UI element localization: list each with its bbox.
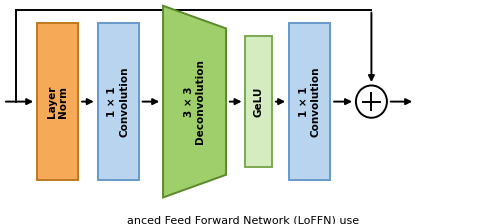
- Polygon shape: [163, 6, 226, 198]
- Circle shape: [356, 86, 387, 118]
- Text: 3 × 3
Deconvolution: 3 × 3 Deconvolution: [184, 59, 206, 144]
- Bar: [289, 23, 330, 180]
- Text: GeLU: GeLU: [254, 86, 264, 117]
- Bar: [37, 23, 78, 180]
- Text: 1 × 1
Convolution: 1 × 1 Convolution: [299, 66, 320, 137]
- Text: 1 × 1
Convolution: 1 × 1 Convolution: [107, 66, 129, 137]
- Bar: [98, 23, 139, 180]
- Text: anced Feed Forward Network (LoFFN) use: anced Feed Forward Network (LoFFN) use: [127, 215, 359, 224]
- Bar: [245, 36, 272, 167]
- Text: Layer
Norm: Layer Norm: [47, 85, 69, 118]
